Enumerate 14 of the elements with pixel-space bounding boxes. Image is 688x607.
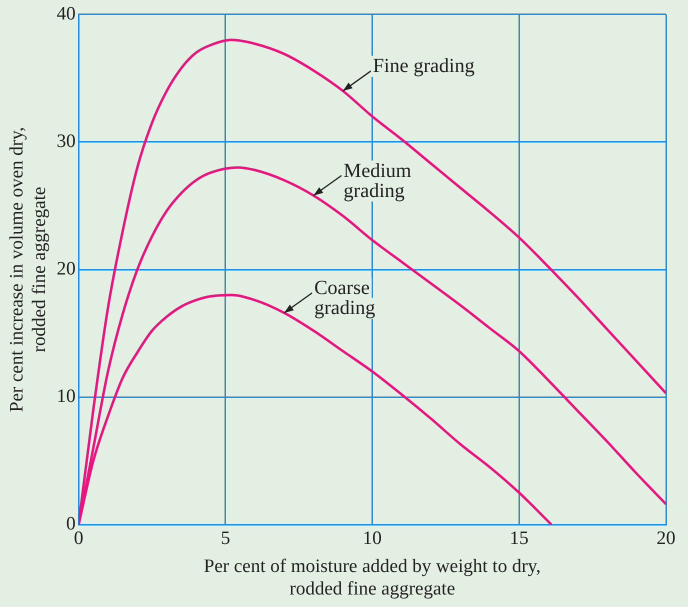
y-tick-label: 40: [56, 3, 76, 24]
x-axis-title: Per cent of moisture added by weight to dry, rodded fine aggregate: [204, 556, 541, 600]
annotation: Fine grading: [372, 55, 475, 78]
y-tick-label: 30: [56, 130, 76, 152]
x-tick-label: 5: [220, 528, 230, 549]
y-axis-title: Per cent increase in volume oven dry, rodded fine aggregate: [6, 126, 50, 412]
y-tick-label: 0: [66, 514, 76, 535]
x-tick-label: 10: [362, 528, 382, 549]
x-tick-label: 20: [656, 528, 676, 549]
y-tick-label: 10: [56, 386, 76, 408]
annotation: Medium grading: [344, 160, 412, 202]
annotation: Coarse grading: [314, 277, 376, 320]
y-tick-label: 20: [56, 258, 76, 280]
x-tick-label: 15: [510, 528, 529, 549]
